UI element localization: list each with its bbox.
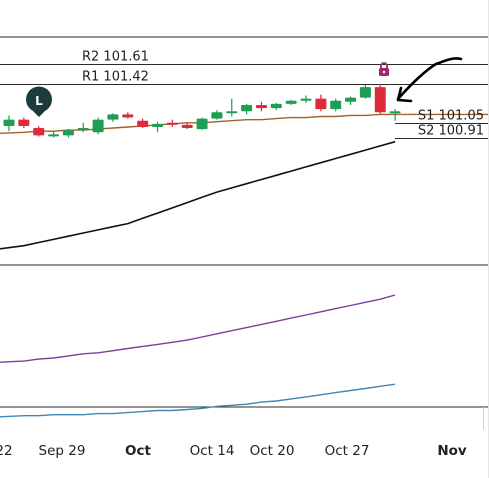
candle-body [48, 134, 60, 137]
candle-up [270, 102, 282, 111]
level-label: R1 101.42 [82, 70, 149, 85]
lock-icon[interactable] [379, 62, 389, 76]
level-label: S1 101.05 [418, 109, 484, 124]
candle-body [270, 103, 282, 109]
candle-down [18, 117, 30, 129]
lock-shackle [380, 62, 388, 68]
ma-long2-line [0, 383, 396, 418]
candle-up [241, 103, 253, 115]
ma-long1-line [0, 294, 396, 363]
support-resistance-levels [0, 64, 489, 139]
x-tick-label: Sep 29 [39, 443, 86, 459]
arrow-head [396, 86, 413, 103]
candle-up [48, 131, 60, 138]
candle-body [107, 114, 119, 120]
candle-body [152, 123, 163, 127]
candle-down [137, 118, 149, 129]
candle-up [3, 115, 15, 132]
ma-short-line [0, 113, 489, 134]
candle-body [300, 98, 312, 101]
candle-down [122, 112, 134, 119]
candle-body [285, 100, 297, 104]
level-label: R2 101.61 [82, 50, 149, 65]
candle-down [181, 122, 193, 130]
candle-body [166, 122, 178, 125]
candle-up [285, 99, 297, 105]
candle-body [3, 119, 15, 126]
candle-body [77, 128, 89, 131]
candle-body [330, 100, 342, 110]
candle-up [92, 117, 104, 135]
x-tick-label: Oct 27 [325, 443, 370, 459]
candle-body [255, 104, 267, 109]
candle-body [241, 104, 253, 112]
candle-body [345, 97, 357, 102]
marker-l-pin[interactable]: L [26, 86, 52, 117]
candle-up [62, 129, 74, 138]
candle-body [137, 120, 149, 127]
candle-body [181, 124, 193, 129]
x-tick-label: Oct 14 [190, 443, 235, 459]
candle-body [92, 119, 104, 133]
candle-up [211, 110, 223, 120]
x-tick-label: Nov [437, 443, 467, 459]
candle-down [315, 94, 327, 112]
candle-up [330, 98, 342, 112]
candle-body [33, 128, 45, 136]
ma-mid-line [0, 140, 396, 250]
moving-average-lines [0, 113, 489, 418]
horizontal-gridlines [0, 36, 489, 408]
candle-up [226, 98, 238, 117]
x-tick-label: 22 [0, 443, 13, 459]
candle-up [300, 95, 312, 103]
candle-body [389, 111, 401, 114]
marker-letter: L [35, 94, 43, 108]
candle-body [62, 130, 74, 136]
candle-body [315, 98, 327, 110]
level-label: S2 100.91 [418, 124, 484, 139]
candle-up [345, 96, 357, 105]
candle-down [255, 101, 267, 112]
candle-body [18, 119, 30, 126]
candle-down [374, 83, 386, 115]
candle-body [359, 87, 371, 98]
x-tick-label: Oct [125, 443, 151, 459]
candle-up [389, 109, 401, 121]
candle-body [211, 112, 223, 119]
candle-up [152, 121, 163, 133]
candle-up [359, 85, 371, 99]
x-tick-label: Oct 20 [250, 443, 295, 459]
lock-keyhole [382, 70, 386, 74]
candle-up [107, 113, 119, 122]
marker-pin-shape [26, 86, 52, 117]
arrow-shaft [396, 57, 463, 101]
candlestick-series [3, 83, 401, 138]
candle-up [77, 122, 89, 133]
candle-body [226, 111, 238, 114]
candle-body [196, 118, 208, 130]
candle-down [33, 125, 45, 137]
candle-down [166, 119, 178, 127]
candle-body [122, 114, 134, 118]
candle-up [196, 117, 208, 131]
arrow-annotation [396, 57, 463, 103]
candle-body [374, 87, 386, 113]
